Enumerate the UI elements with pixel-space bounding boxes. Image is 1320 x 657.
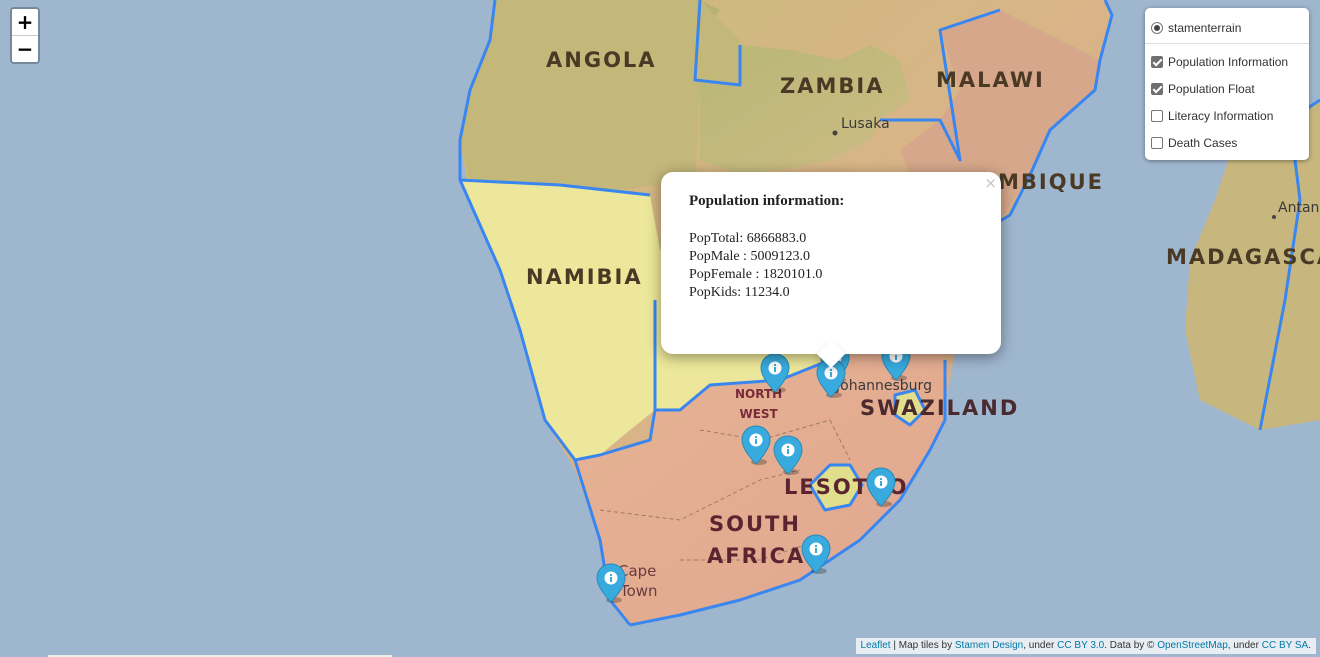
cc-by-sa-link[interactable]: CC BY SA <box>1261 640 1309 651</box>
map-marker[interactable] <box>773 435 803 475</box>
popup-title: Population information: <box>689 193 845 209</box>
label-angola: ANGOLA <box>546 48 657 72</box>
leaflet-link[interactable]: Leaflet <box>860 640 891 651</box>
label-johannesburg: Johannesburg <box>836 378 932 394</box>
checkbox-icon[interactable] <box>1151 55 1163 68</box>
info-marker-icon <box>760 353 790 393</box>
overlay-population-float[interactable]: Population Float <box>1151 75 1299 102</box>
zoom-out-button[interactable]: − <box>12 35 38 62</box>
label-south-africa-2: AFRICA <box>707 544 806 568</box>
label-madagascar: MADAGASCA <box>1166 245 1320 269</box>
zoom-control: + − <box>10 7 40 64</box>
label-north-west: NORTH WEST <box>735 384 782 424</box>
map-marker[interactable] <box>760 353 790 393</box>
osm-link[interactable]: OpenStreetMap <box>1157 640 1228 651</box>
label-malawi: MALAWI <box>936 68 1045 92</box>
label-namibia: NAMIBIA <box>526 265 643 289</box>
attribution: Leaflet | Map tiles by Stamen Design, un… <box>855 638 1316 654</box>
label-north-west-1: NORTH <box>735 387 783 401</box>
label-cape-town-1: Cape <box>618 562 657 580</box>
map-marker[interactable] <box>866 467 896 507</box>
base-layer-label: stamenterrain <box>1168 20 1242 35</box>
attrib-text-2: , under <box>1023 640 1058 651</box>
base-layer-stamenterrain[interactable]: stamenterrain <box>1151 14 1299 41</box>
map-marker[interactable] <box>816 358 846 398</box>
info-marker-icon <box>801 534 831 574</box>
label-antananarivo: Antan <box>1278 200 1320 216</box>
stamen-link[interactable]: Stamen Design <box>954 640 1024 651</box>
popup-close-button[interactable]: × <box>984 174 997 192</box>
info-marker-icon <box>741 425 771 465</box>
attrib-text-5: . <box>1308 640 1311 651</box>
radio-icon[interactable] <box>1151 21 1163 34</box>
label-lusaka: Lusaka <box>841 116 890 132</box>
checkbox-icon[interactable] <box>1151 82 1163 95</box>
label-cape-town-2: Town <box>620 582 658 600</box>
checkbox-icon[interactable] <box>1151 136 1163 149</box>
map-marker[interactable] <box>741 425 771 465</box>
map-marker[interactable] <box>596 563 626 603</box>
layers-control: stamenterrain Population Information Pop… <box>1145 8 1309 160</box>
popup-line-female: PopFemale : 1820101.0 <box>689 267 823 282</box>
label-mozambique: MBIQUE <box>998 170 1104 194</box>
overlay-label: Population Information <box>1168 54 1289 69</box>
overlay-label: Death Cases <box>1168 135 1238 150</box>
overlay-literacy-information[interactable]: Literacy Information <box>1151 102 1299 129</box>
overlay-label: Literacy Information <box>1168 108 1274 123</box>
bottom-scroll-indicator <box>48 655 392 657</box>
attrib-text-3: . Data by © <box>1104 640 1158 651</box>
info-marker-icon <box>816 358 846 398</box>
cc-by-link[interactable]: CC BY 3.0 <box>1057 640 1105 651</box>
map-marker[interactable] <box>801 534 831 574</box>
popup-line-kids: PopKids: 11234.0 <box>689 285 790 300</box>
layers-separator <box>1145 43 1309 44</box>
overlay-death-cases[interactable]: Death Cases <box>1151 129 1299 156</box>
label-north-west-2: WEST <box>739 407 778 421</box>
attrib-text-4: , under <box>1227 640 1262 651</box>
info-marker-icon <box>596 563 626 603</box>
label-zambia: ZAMBIA <box>780 74 885 98</box>
info-marker-icon <box>866 467 896 507</box>
checkbox-icon[interactable] <box>1151 109 1163 122</box>
zoom-in-button[interactable]: + <box>12 9 38 35</box>
overlay-population-information[interactable]: Population Information <box>1151 48 1299 75</box>
label-south-africa-1: SOUTH <box>709 512 801 536</box>
label-swaziland: SWAZILAND <box>860 396 1020 420</box>
popup-line-total: PopTotal: 6866883.0 <box>689 231 807 246</box>
overlay-label: Population Float <box>1168 81 1255 96</box>
info-popup: × Population information: PopTotal: 6866… <box>661 172 1001 369</box>
info-marker-icon <box>773 435 803 475</box>
attrib-text-1: | Map tiles by <box>890 640 955 651</box>
popup-line-male: PopMale : 5009123.0 <box>689 249 810 264</box>
